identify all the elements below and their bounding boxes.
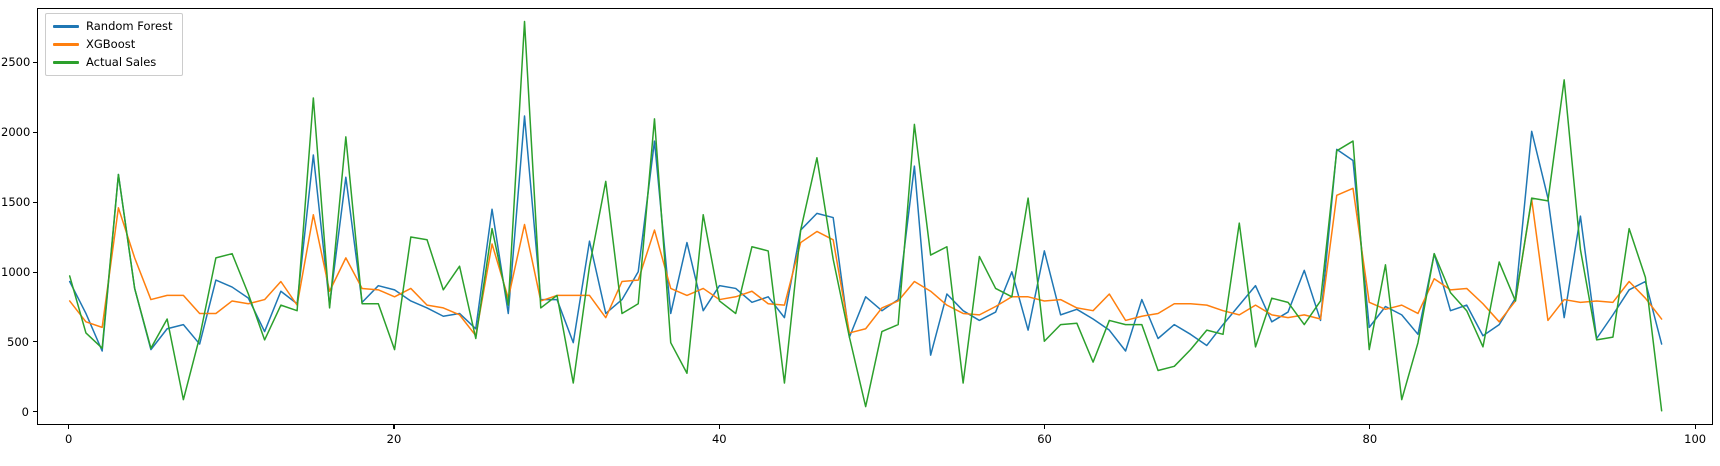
x-tick-mark	[718, 425, 720, 429]
legend-label-actual-sales: Actual Sales	[86, 54, 157, 69]
x-tick-label: 0	[65, 432, 73, 446]
y-tick-label: 500	[7, 334, 29, 349]
legend: Random Forest XGBoost Actual Sales	[45, 13, 183, 76]
series-line-random-forest	[70, 116, 1662, 355]
x-tick-label: 60	[1037, 432, 1052, 446]
legend-item-actual-sales[interactable]: Actual Sales	[53, 55, 173, 70]
x-tick-mark	[1694, 425, 1696, 429]
y-tick-label: 2000	[1, 125, 31, 140]
series-line-xgboost	[70, 188, 1662, 335]
legend-item-random-forest[interactable]: Random Forest	[53, 19, 173, 34]
x-tick-mark	[1044, 425, 1046, 429]
x-tick-label: 40	[711, 432, 727, 446]
series-lines	[38, 9, 1712, 424]
x-tick-label: 80	[1362, 432, 1378, 446]
legend-swatch-actual-sales	[53, 61, 79, 64]
x-tick-mark	[1369, 425, 1371, 429]
legend-label-random-forest: Random Forest	[86, 18, 173, 33]
legend-swatch-xgboost	[53, 43, 79, 46]
legend-item-xgboost[interactable]: XGBoost	[53, 37, 173, 52]
legend-swatch-random-forest	[53, 25, 79, 28]
series-line-actual-sales	[70, 22, 1662, 411]
y-tick-label: 2500	[1, 55, 31, 70]
y-tick-label: 1500	[1, 195, 31, 210]
x-tick-label: 20	[386, 432, 402, 446]
plot-area	[37, 8, 1713, 425]
x-tick-label: 100	[1684, 432, 1707, 446]
y-tick-label: 0	[21, 404, 29, 419]
y-tick-label: 1000	[1, 265, 31, 280]
legend-label-xgboost: XGBoost	[86, 36, 136, 51]
x-tick-mark	[68, 425, 70, 429]
x-tick-mark	[393, 425, 395, 429]
